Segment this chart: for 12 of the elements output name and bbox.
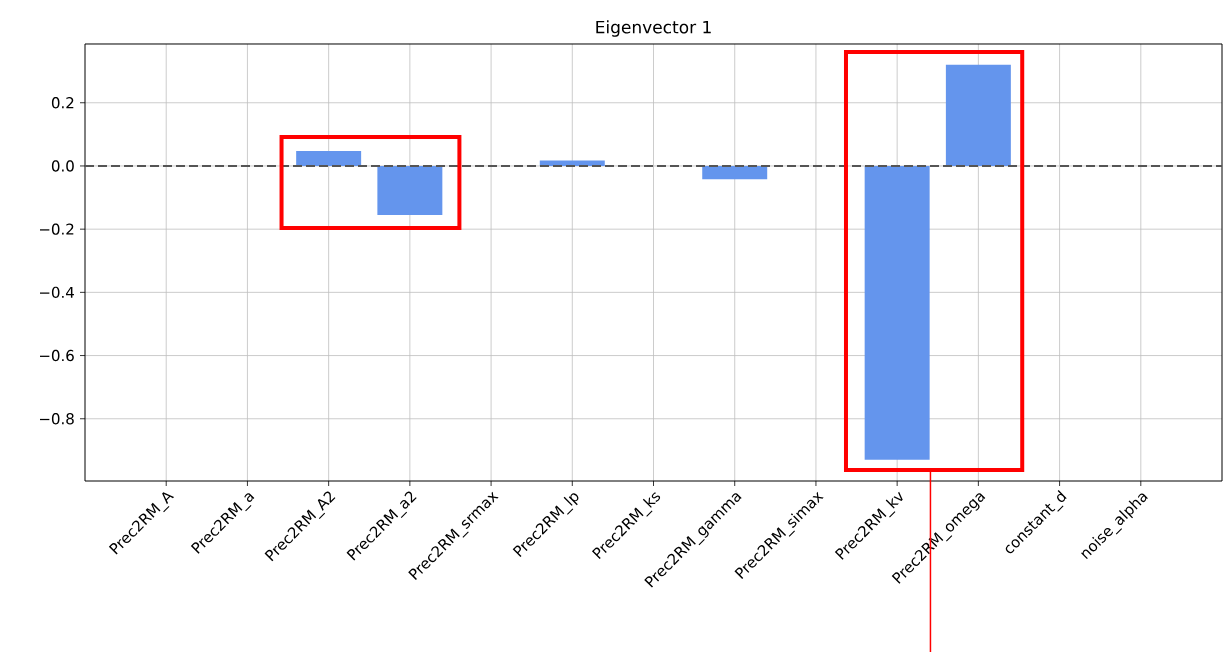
y-tick-label: −0.4 (39, 286, 74, 299)
y-tick-label: 0.2 (51, 97, 74, 109)
bar (296, 151, 362, 166)
chart-title: Eigenvector 1 (596, 20, 711, 37)
y-tick-label: −0.6 (39, 349, 74, 362)
bar (377, 165, 443, 215)
bar (864, 165, 930, 460)
y-tick-label: −0.2 (39, 223, 74, 235)
bar (945, 64, 1011, 166)
y-tick-label: −0.8 (39, 413, 74, 425)
y-tick-label: 0.0 (51, 160, 74, 172)
bar (702, 165, 768, 180)
